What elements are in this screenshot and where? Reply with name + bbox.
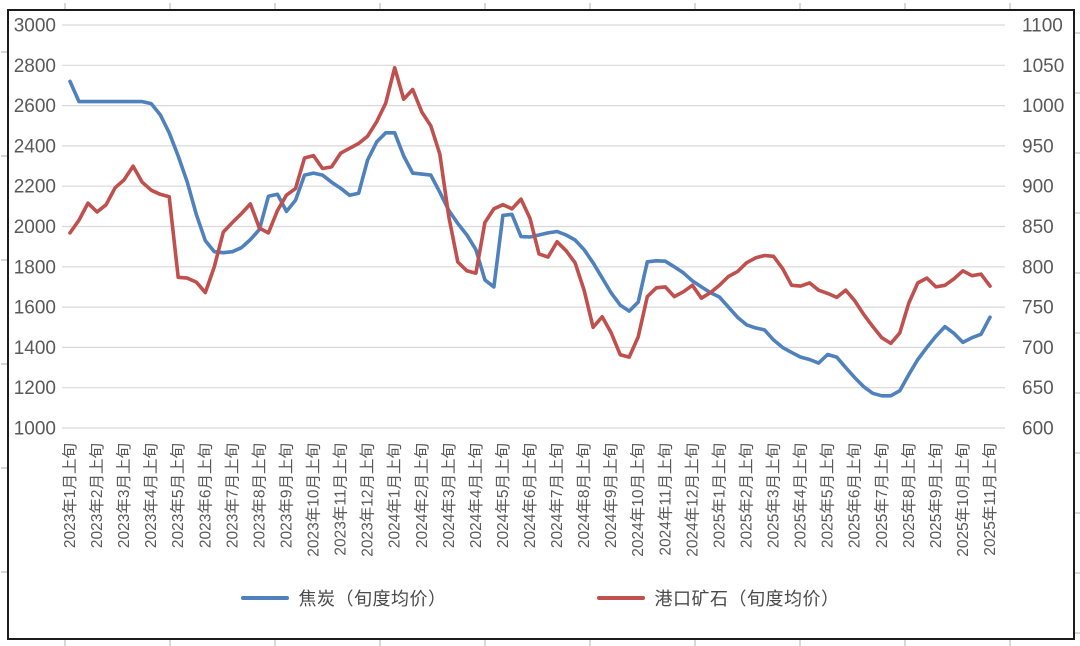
x-axis-tick-label: 2023年9月上旬 — [277, 443, 295, 548]
x-axis-tick-label: 2024年11月上旬 — [656, 443, 674, 556]
right-axis-tick-label: 750 — [1022, 298, 1054, 319]
x-axis-tick-label: 2024年3月上旬 — [440, 443, 458, 548]
x-axis-tick-label: 2023年4月上旬 — [142, 443, 160, 548]
right-axis-tick-label: 1100 — [1022, 16, 1063, 37]
x-axis-tick-label: 2023年2月上旬 — [88, 443, 106, 548]
right-axis-tick-label: 1050 — [1022, 56, 1064, 77]
x-axis-tick-label: 2024年6月上旬 — [521, 443, 539, 548]
coke-price-line — [68, 79, 992, 398]
left-axis-tick-label: 2000 — [14, 217, 56, 238]
right-axis-tick-label: 800 — [1022, 257, 1054, 278]
left-axis-tick-label: 2600 — [14, 96, 56, 117]
x-axis-tick-label: 2023年10月上旬 — [305, 443, 323, 557]
port-ore-series-label: 港口矿石（旬度均价） — [654, 589, 840, 609]
x-axis-tick-label: 2024年12月上旬 — [683, 443, 701, 557]
x-axis-tick-label: 2025年4月上旬 — [792, 443, 810, 548]
x-axis-tick-label: 2025年7月上旬 — [873, 443, 891, 548]
x-axis-tick-label: 2025年5月上旬 — [819, 443, 837, 548]
chart-legend: 焦炭（旬度均价） 港口矿石（旬度均价） — [0, 585, 1080, 611]
x-axis-tick-label: 2025年3月上旬 — [765, 443, 783, 548]
frame-ticks — [1, 3, 1080, 646]
x-axis-tick-label: 2024年9月上旬 — [602, 443, 620, 548]
x-axis-tick-label: 2023年1月上旬 — [61, 443, 79, 548]
legend-item-coke: 焦炭（旬度均价） — [240, 585, 447, 611]
port-ore-price-line — [68, 65, 992, 359]
x-axis-tick-label: 2025年1月上旬 — [710, 443, 728, 548]
left-axis-tick-label: 1400 — [14, 338, 56, 359]
x-axis-tick-label: 2024年7月上旬 — [548, 443, 566, 548]
right-axis-tick-label: 650 — [1022, 378, 1054, 399]
right-axis-tick-label: 1000 — [1022, 96, 1064, 117]
x-axis-tick-label: 2024年8月上旬 — [575, 443, 593, 548]
left-axis-tick-label: 2400 — [14, 136, 56, 157]
left-axis-tick-label: 1600 — [14, 298, 56, 319]
x-axis-tick-label: 2024年1月上旬 — [386, 443, 404, 548]
right-axis-tick-label: 900 — [1022, 177, 1054, 198]
x-axis-tick-label: 2025年10月上旬 — [954, 443, 972, 557]
chart-frame — [7, 9, 1075, 640]
coke-series-label: 焦炭（旬度均价） — [298, 589, 447, 609]
x-axis-tick-label: 2025年9月上旬 — [927, 443, 945, 548]
coke-series-swatch — [240, 595, 289, 601]
right-axis-tick-label: 950 — [1022, 136, 1054, 157]
left-axis-tick-label: 2200 — [14, 177, 56, 198]
right-axis-tick-label: 700 — [1022, 338, 1054, 359]
x-axis-tick-label: 2023年11月上旬 — [332, 443, 350, 556]
right-axis-tick-label: 600 — [1022, 419, 1054, 440]
x-axis-tick-label: 2025年2月上旬 — [737, 443, 755, 548]
x-axis-tick-label: 2024年5月上旬 — [494, 443, 512, 548]
x-axis-tick-label: 2024年10月上旬 — [629, 443, 647, 557]
legend-item-port-ore: 港口矿石（旬度均价） — [596, 585, 840, 611]
port-ore-series-swatch — [596, 595, 645, 601]
left-axis-tick-label: 1800 — [14, 257, 56, 278]
left-axis-tick-label: 3000 — [14, 16, 56, 37]
x-axis-tick-label: 2023年6月上旬 — [196, 443, 214, 548]
x-axis-tick-label: 2024年2月上旬 — [413, 443, 431, 548]
x-axis-tick-label: 2023年8月上旬 — [250, 443, 268, 548]
x-axis-tick-label: 2023年3月上旬 — [115, 443, 133, 548]
x-axis-tick-label: 2023年5月上旬 — [169, 443, 187, 548]
gridlines — [62, 24, 1005, 429]
x-axis-tick-label: 2025年8月上旬 — [900, 443, 918, 548]
left-axis-tick-label: 2800 — [14, 56, 56, 77]
left-axis-tick-label: 1000 — [14, 419, 56, 440]
x-axis-tick-label: 2024年4月上旬 — [467, 443, 485, 548]
x-axis-tick-label: 2025年6月上旬 — [846, 443, 864, 548]
x-axis-tick-label: 2023年12月上旬 — [359, 443, 377, 557]
right-axis-tick-label: 850 — [1022, 217, 1054, 238]
x-axis-tick-label: 2023年7月上旬 — [223, 443, 241, 548]
left-axis-tick-label: 1200 — [14, 378, 56, 399]
x-axis-tick-label: 2025年11月上旬 — [981, 443, 999, 556]
